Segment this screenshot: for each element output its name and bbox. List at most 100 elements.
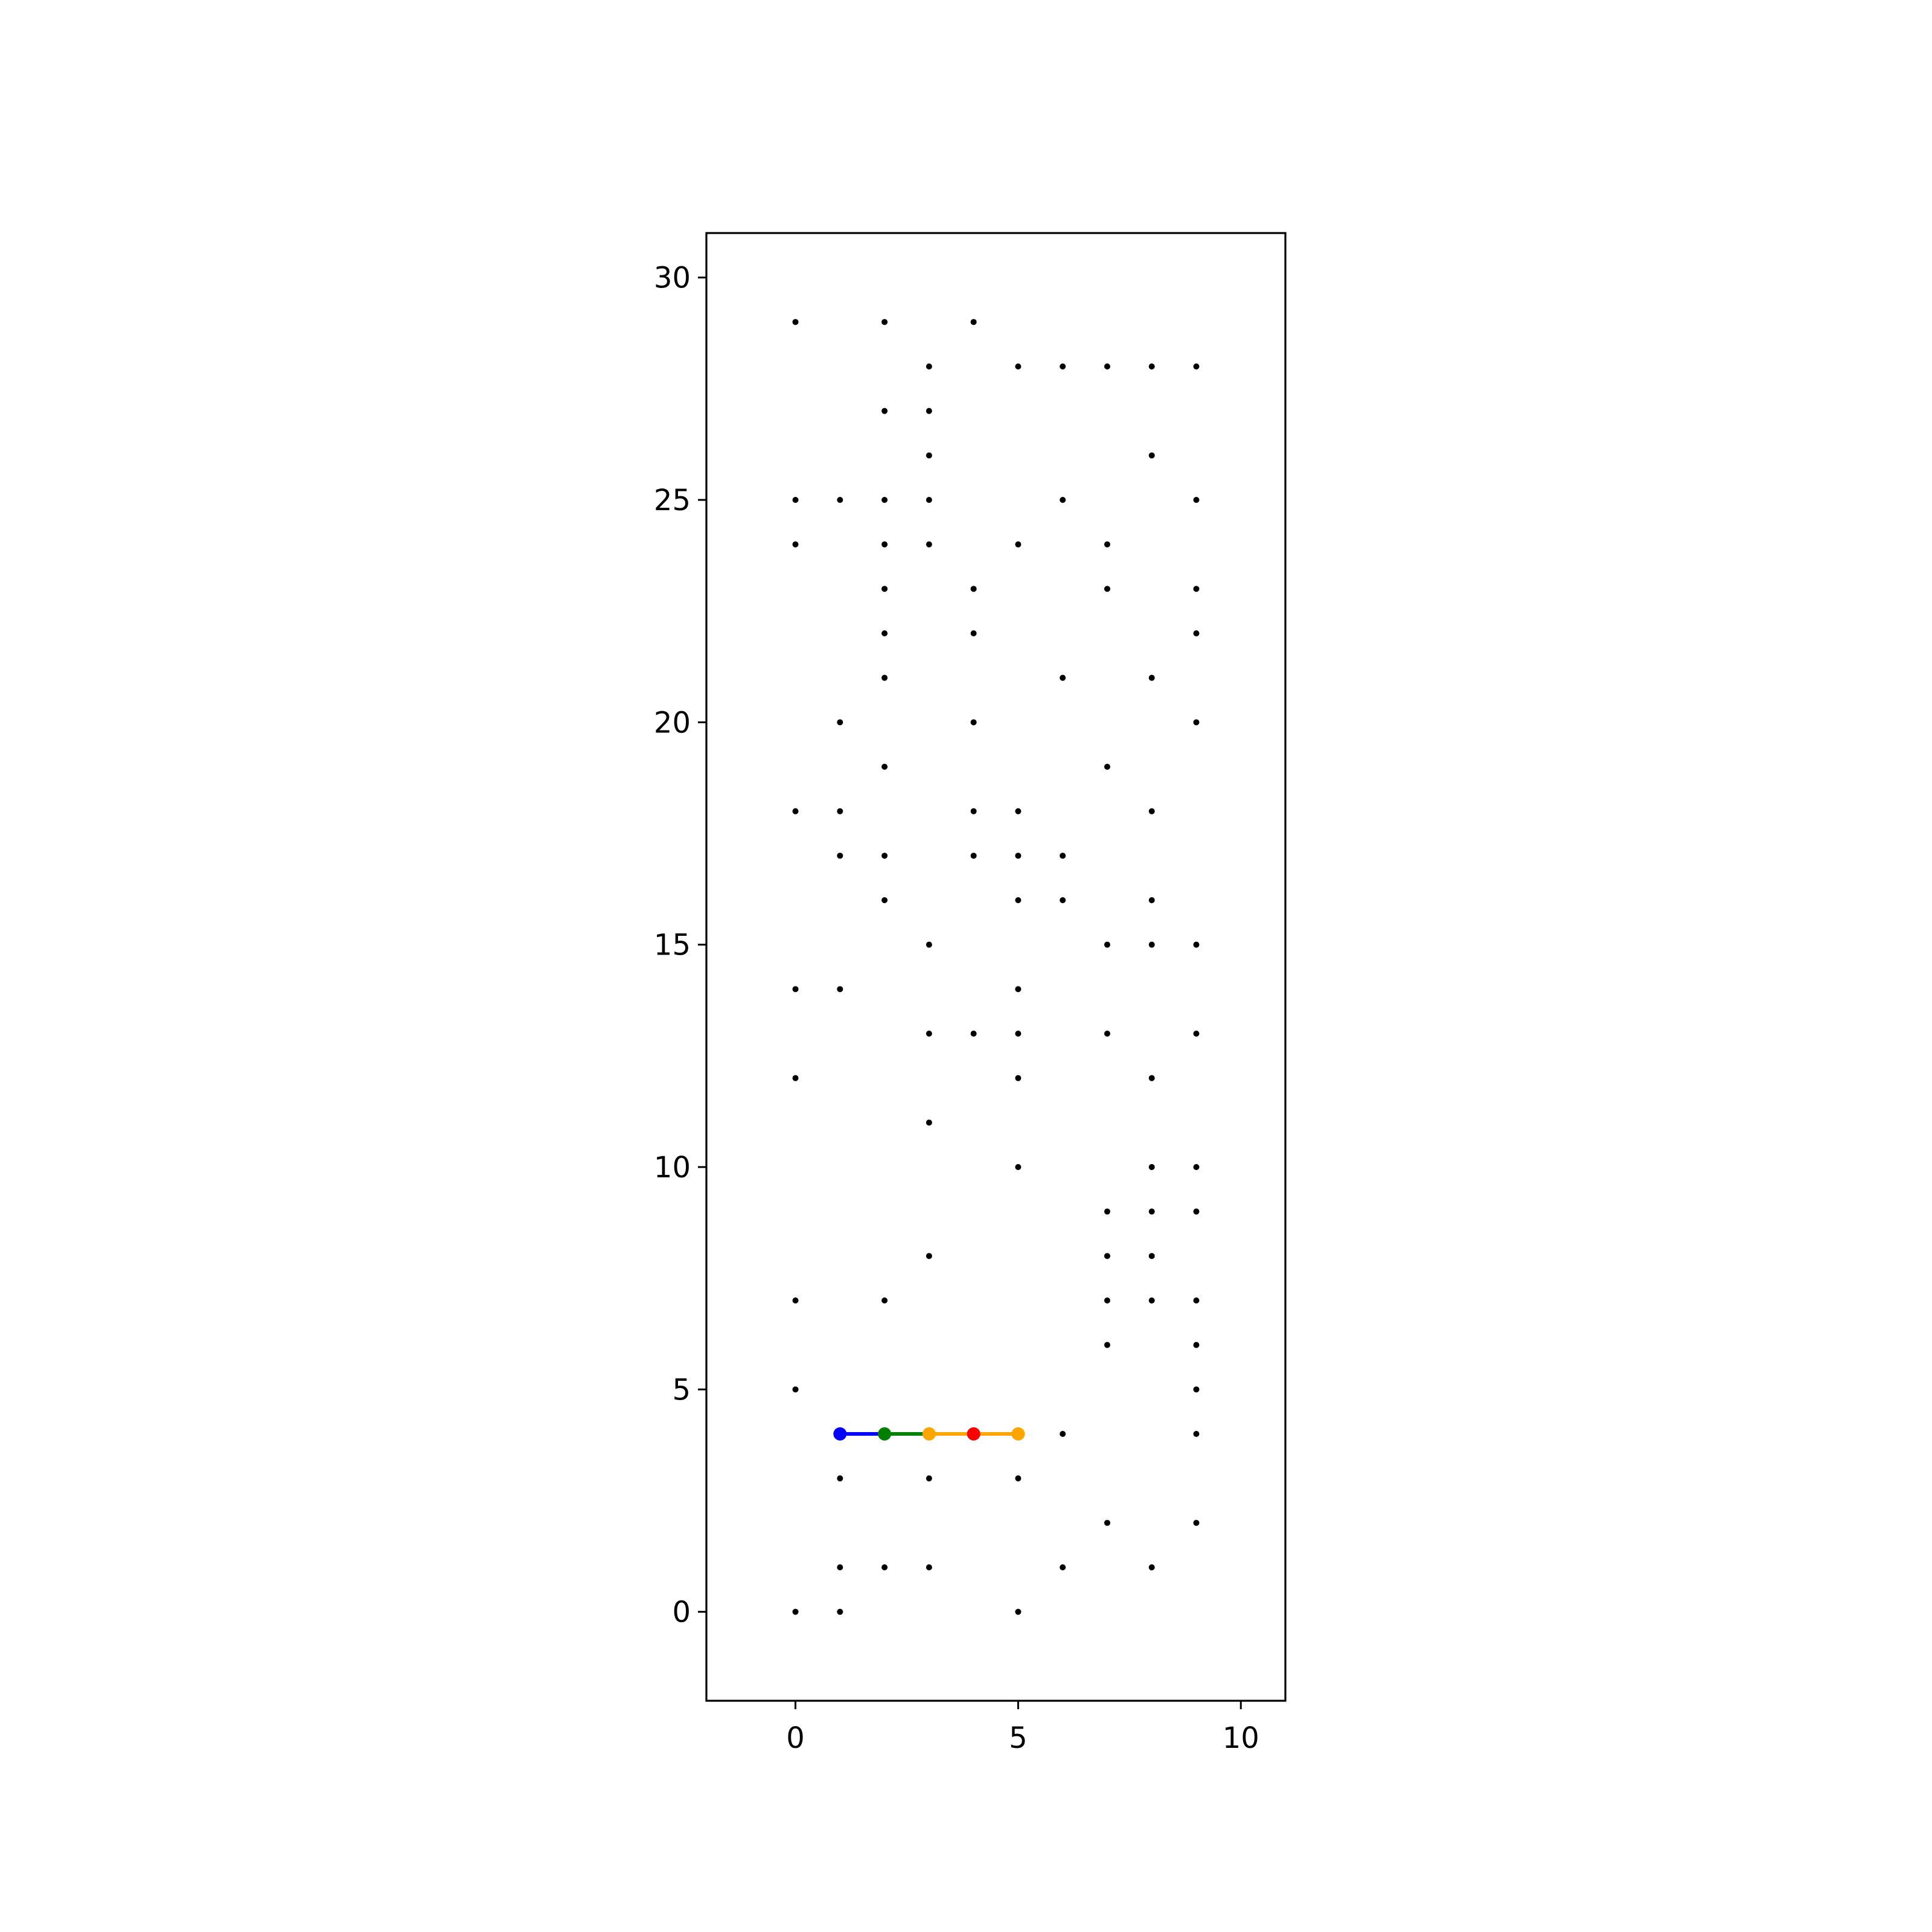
scatter-point-94 bbox=[837, 1564, 843, 1570]
scatter-point-101 bbox=[1015, 1608, 1022, 1615]
scatter-point-46 bbox=[970, 852, 977, 859]
y-tick-label-5: 25 bbox=[654, 484, 691, 517]
scatter-point-61 bbox=[970, 1031, 977, 1037]
scatter-point-25 bbox=[970, 586, 977, 592]
scatter-point-9 bbox=[881, 408, 888, 414]
scatter-point-40 bbox=[837, 808, 843, 814]
scatter-point-42 bbox=[1015, 808, 1022, 814]
scatter-point-89 bbox=[837, 1475, 843, 1482]
scatter-point-83 bbox=[1104, 1342, 1110, 1348]
scatter-point-37 bbox=[881, 764, 888, 770]
scatter-point-44 bbox=[837, 852, 843, 859]
path-marker-0 bbox=[833, 1427, 847, 1441]
scatter-point-38 bbox=[1104, 764, 1110, 770]
x-axis: 0 5 10 bbox=[786, 1701, 1259, 1755]
scatter-point-43 bbox=[1148, 808, 1155, 814]
scatter-point-11 bbox=[926, 452, 932, 459]
scatter-point-34 bbox=[837, 719, 843, 726]
plot-area bbox=[706, 233, 1285, 1701]
scatter-point-28 bbox=[881, 630, 888, 636]
scatter-point-65 bbox=[792, 1075, 799, 1081]
scatter-point-32 bbox=[1060, 674, 1066, 681]
scatter-point-0 bbox=[792, 319, 799, 325]
scatter-point-81 bbox=[1148, 1297, 1155, 1303]
scatter-point-36 bbox=[1193, 719, 1200, 726]
scatter-point-14 bbox=[837, 497, 843, 503]
scatter-point-30 bbox=[1193, 630, 1200, 636]
scatter-point-97 bbox=[1060, 1564, 1066, 1570]
scatter-point-23 bbox=[1104, 541, 1110, 548]
scatter-point-6 bbox=[1104, 363, 1110, 369]
scatter-point-27 bbox=[1193, 586, 1200, 592]
scatter-point-67 bbox=[1148, 1075, 1155, 1081]
scatter-point-50 bbox=[1015, 897, 1022, 903]
scatter-point-7 bbox=[1148, 363, 1155, 369]
y-tick-label-2: 10 bbox=[654, 1151, 691, 1185]
scatter-point-51 bbox=[1060, 897, 1066, 903]
y-tick-label-0: 0 bbox=[672, 1596, 691, 1630]
scatter-point-13 bbox=[792, 497, 799, 503]
scatter-point-80 bbox=[1104, 1297, 1110, 1303]
scatter-point-62 bbox=[1015, 1031, 1022, 1037]
scatter-point-100 bbox=[837, 1608, 843, 1615]
scatter-point-55 bbox=[1148, 941, 1155, 948]
scatter-point-31 bbox=[881, 674, 888, 681]
scatter-point-41 bbox=[970, 808, 977, 814]
scatter-point-52 bbox=[1148, 897, 1155, 903]
scatter-point-24 bbox=[881, 586, 888, 592]
scatter-point-73 bbox=[1148, 1208, 1155, 1215]
scatter-point-18 bbox=[1193, 497, 1200, 503]
scatter-point-76 bbox=[1104, 1253, 1110, 1259]
path-marker-1 bbox=[878, 1427, 892, 1441]
scatter-point-82 bbox=[1193, 1297, 1200, 1303]
scatter-point-1 bbox=[881, 319, 888, 325]
scatter-point-35 bbox=[970, 719, 977, 726]
scatter-point-26 bbox=[1104, 586, 1110, 592]
scatter-point-20 bbox=[881, 541, 888, 548]
path-marker-2 bbox=[922, 1427, 936, 1441]
scatter-point-91 bbox=[1015, 1475, 1022, 1482]
scatter-point-5 bbox=[1060, 363, 1066, 369]
scatter-point-8 bbox=[1193, 363, 1200, 369]
scatter-point-98 bbox=[1148, 1564, 1155, 1570]
path-marker-3 bbox=[967, 1427, 980, 1441]
scatter-point-47 bbox=[1015, 852, 1022, 859]
scatter-point-72 bbox=[1104, 1208, 1110, 1215]
scatter-point-10 bbox=[926, 408, 932, 414]
x-tick-label-1: 5 bbox=[1009, 1721, 1028, 1755]
scatter-point-58 bbox=[837, 986, 843, 993]
scatter-point-15 bbox=[881, 497, 888, 503]
scatter-point-29 bbox=[970, 630, 977, 636]
scatter-point-78 bbox=[792, 1297, 799, 1303]
scatter-point-66 bbox=[1015, 1075, 1022, 1081]
scatter-point-53 bbox=[926, 941, 932, 948]
scatter-point-60 bbox=[926, 1031, 932, 1037]
scatter-point-39 bbox=[792, 808, 799, 814]
scatter-point-54 bbox=[1104, 941, 1110, 948]
points-layer bbox=[792, 319, 1200, 1615]
scatter-point-90 bbox=[926, 1475, 932, 1482]
scatter-point-49 bbox=[881, 897, 888, 903]
y-tick-label-1: 5 bbox=[672, 1373, 691, 1407]
scatter-point-88 bbox=[1193, 1431, 1200, 1437]
scatter-point-21 bbox=[926, 541, 932, 548]
scatter-point-86 bbox=[1193, 1386, 1200, 1393]
y-tick-label-3: 15 bbox=[654, 929, 691, 962]
scatter-point-95 bbox=[881, 1564, 888, 1570]
scatter-point-99 bbox=[792, 1608, 799, 1615]
scatter-point-3 bbox=[926, 363, 932, 369]
scatter-point-84 bbox=[1193, 1342, 1200, 1348]
scatter-point-79 bbox=[881, 1297, 888, 1303]
x-tick-label-0: 0 bbox=[786, 1721, 805, 1755]
scatter-point-92 bbox=[1104, 1520, 1110, 1526]
plot-frame bbox=[705, 232, 1287, 1702]
path-marker-4 bbox=[1011, 1427, 1025, 1441]
scatter-point-75 bbox=[926, 1253, 932, 1259]
scatter-point-70 bbox=[1148, 1164, 1155, 1170]
y-axis: 0 5 10 15 20 25 30 bbox=[654, 261, 706, 1630]
scatter-point-16 bbox=[926, 497, 932, 503]
scatter-point-63 bbox=[1104, 1031, 1110, 1037]
y-tick-label-4: 20 bbox=[654, 706, 691, 740]
scatter-point-45 bbox=[881, 852, 888, 859]
